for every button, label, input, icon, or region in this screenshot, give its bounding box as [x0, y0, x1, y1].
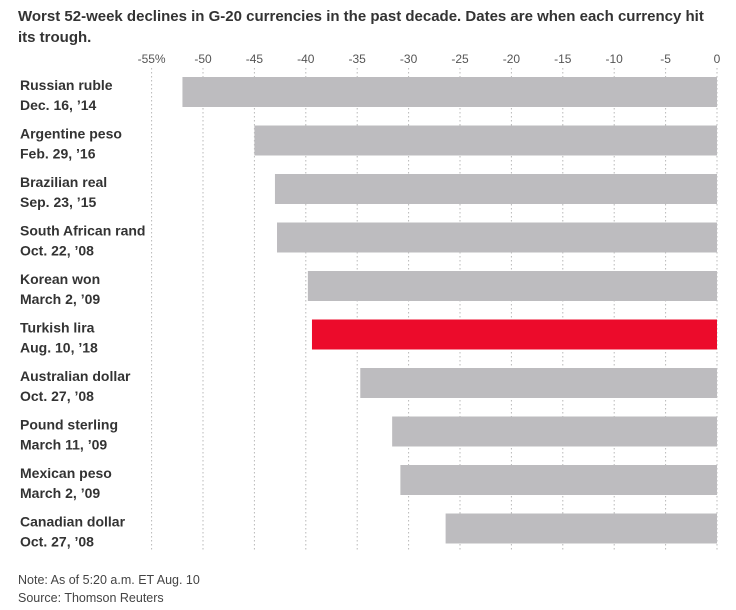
x-tick-label: -15 — [554, 52, 572, 66]
category-label: Russian ruble — [20, 77, 113, 93]
category-date-label: Oct. 27, ’08 — [20, 388, 94, 404]
category-date-label: March 11, ’09 — [20, 437, 107, 453]
category-date-label: Oct. 27, ’08 — [20, 534, 94, 550]
category-date-label: March 2, ’09 — [20, 291, 100, 307]
x-tick-label: -5 — [660, 52, 671, 66]
bar — [311, 319, 717, 350]
chart-source: Source: Thomson Reuters — [18, 591, 164, 605]
bar — [277, 222, 717, 253]
bar — [254, 125, 717, 156]
x-tick-label: -50 — [194, 52, 212, 66]
category-date-label: March 2, ’09 — [20, 485, 100, 501]
category-date-label: Oct. 22, ’08 — [20, 243, 94, 259]
bar — [400, 465, 717, 495]
category-label: Turkish lira — [20, 320, 95, 336]
category-date-label: Dec. 16, ’14 — [20, 97, 96, 113]
category-label: Brazilian real — [20, 174, 107, 190]
category-date-label: Sep. 23, ’15 — [20, 194, 96, 210]
bar — [360, 368, 717, 398]
category-label: Australian dollar — [20, 368, 131, 384]
x-tick-label: -10 — [606, 52, 624, 66]
category-label: Canadian dollar — [20, 514, 126, 530]
x-tick-label: -45 — [246, 52, 264, 66]
x-tick-label: -35 — [349, 52, 367, 66]
x-tick-label: -30 — [400, 52, 418, 66]
bar — [307, 271, 717, 301]
bar — [182, 77, 717, 107]
category-label: South African rand — [20, 223, 146, 239]
bar — [445, 513, 717, 544]
x-tick-label: -20 — [503, 52, 521, 66]
x-tick-label: -55% — [138, 52, 166, 66]
bar — [392, 416, 717, 447]
category-date-label: Feb. 29, ’16 — [20, 146, 96, 162]
x-tick-label: -40 — [297, 52, 315, 66]
category-label: Pound sterling — [20, 417, 118, 433]
chart-note: Note: As of 5:20 a.m. ET Aug. 10 — [18, 573, 200, 587]
category-date-label: Aug. 10, ’18 — [20, 340, 98, 356]
category-label: Mexican peso — [20, 465, 112, 481]
chart-title: Worst 52-week declines in G-20 currencie… — [18, 8, 704, 46]
category-label: Argentine peso — [20, 126, 122, 142]
x-tick-label: 0 — [714, 52, 721, 66]
bar — [274, 174, 717, 204]
bar-chart: -55% -50 -45 -40 -35 -30 -25 -20 -15 -10 -5 0Russia… — [20, 52, 721, 552]
x-tick-label: -25 — [451, 52, 469, 66]
category-label: Korean won — [20, 271, 100, 287]
